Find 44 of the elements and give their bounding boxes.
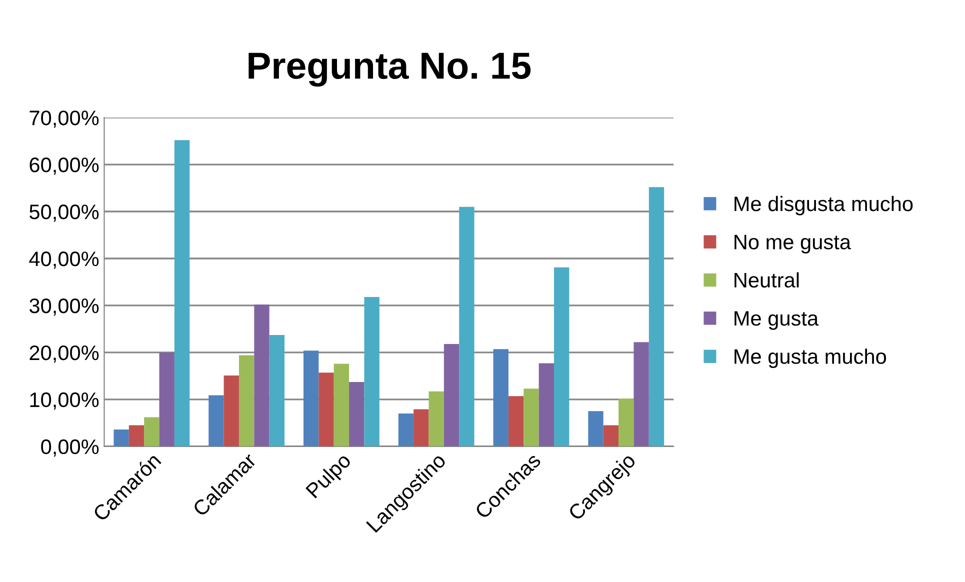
bar [334, 364, 350, 446]
bar [603, 425, 619, 446]
bar [128, 425, 144, 446]
bar [208, 395, 224, 446]
y-tick-label: 60,00% [30, 158, 99, 175]
bar [349, 382, 364, 446]
y-tick-label: 50,00% [30, 204, 99, 222]
bar [618, 398, 634, 446]
bar [318, 372, 334, 446]
bar [364, 297, 380, 446]
legend-label: No me gusta [734, 234, 851, 254]
bar [634, 342, 649, 446]
legend-label: Me disgusta mucho [734, 196, 913, 216]
bar [224, 375, 239, 446]
legend-label: Neutral [734, 272, 799, 288]
bar [114, 429, 129, 446]
bar [303, 350, 319, 446]
y-tick-label: 30,00% [30, 298, 99, 316]
bar [524, 388, 539, 446]
bar [588, 411, 604, 446]
bar [444, 344, 460, 446]
bar [174, 140, 190, 446]
y-tick-label: 20,00% [30, 345, 99, 363]
legend-label: Me gusta [734, 311, 819, 330]
y-tick-label: 10,00% [30, 392, 99, 410]
bar [398, 414, 414, 446]
bar [508, 396, 524, 446]
legend-label: Me gusta mucho [734, 348, 886, 368]
y-tick-label: 70,00% [30, 110, 99, 128]
bar [459, 206, 474, 446]
bar [269, 335, 285, 446]
bar [493, 349, 508, 446]
y-tick-label: 0,00% [41, 439, 99, 457]
bar [238, 355, 254, 446]
bar [648, 187, 664, 446]
bar [144, 417, 160, 446]
bar [428, 391, 444, 446]
bar [538, 363, 554, 446]
bar [254, 304, 270, 446]
bar [554, 267, 570, 446]
bar [159, 352, 174, 446]
bar [414, 409, 429, 446]
chart-title: Pregunta No. 15 [248, 52, 531, 87]
y-tick-label: 40,00% [29, 251, 99, 269]
